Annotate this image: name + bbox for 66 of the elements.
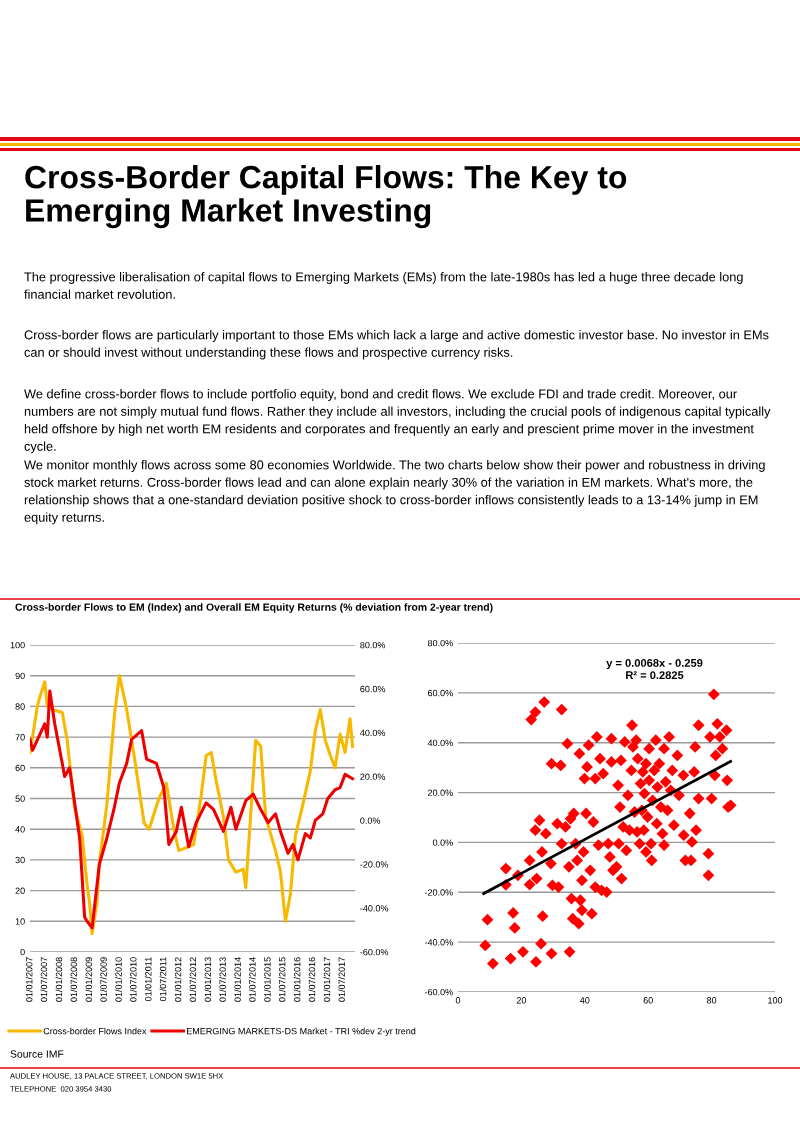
x-tick-label: 80 <box>706 997 717 1004</box>
annotation: R² = 0.2825 <box>626 671 684 680</box>
y-tick-label: -20.0% <box>424 889 453 896</box>
y-tick-label: -60.0% <box>424 988 453 996</box>
x-tick-label: 01/07/2008 <box>70 957 78 1002</box>
x-tick-label: 01/07/2010 <box>129 957 137 1002</box>
x-tick-label: 0 <box>455 997 461 1004</box>
y2-tick-label: 40.0% <box>360 729 386 737</box>
y-tick-label: 0.0% <box>432 839 453 846</box>
y-tick-label: 80.0% <box>427 639 453 647</box>
x-tick-label: 01/01/2007 <box>25 957 33 1002</box>
y-tick-label: 70 <box>15 734 25 741</box>
x-tick-label: 01/01/2009 <box>85 957 93 1002</box>
y-tick-label: 60 <box>15 764 25 772</box>
annotation: y = 0.0068x - 0.259 <box>606 659 703 670</box>
x-tick-label: 01/01/2017 <box>323 957 331 1002</box>
source-note: Source IMF <box>10 1050 64 1058</box>
y-tick-label: 0 <box>20 948 25 956</box>
y-tick-label: 10 <box>15 918 25 925</box>
x-tick-label: 20 <box>516 997 527 1004</box>
y-tick-label: 60.0% <box>428 689 453 697</box>
y-tick-label: 30 <box>15 856 25 864</box>
chart-title: Cross-border Flows to EM (Index) and Overall EM Equity Returns (% deviation from 2-year trend) <box>15 603 493 613</box>
x-tick-label: 01/07/2013 <box>219 957 226 1002</box>
x-tick-label: 01/07/2009 <box>100 957 107 1002</box>
text: Cross-border flows are particularly important to those EMs which lack a large and active domestic investor base. No investor in EMs can or should invest without understanding these flows and prospective currency risks. <box>24 330 769 360</box>
x-tick-label: 01/07/2007 <box>40 957 48 1002</box>
x-tick-label: 01/01/2016 <box>293 957 301 1002</box>
y-tick-label: 20 <box>15 887 25 894</box>
y2-tick-label: 80.0% <box>360 641 386 649</box>
x-tick-label: 01/07/2015 <box>278 957 286 1002</box>
x-tick-label: 01/01/2011 <box>144 957 152 1002</box>
text: We monitor monthly flows across some 80 economies Worldwide. The two charts below show their power and robustness in driving stock market returns. Cross-border flows lead and can alone explain nearly 30% of the variation in EM markets. What's more, the relationship shows that a one-standard deviation positive shock to cross-border inflows consistently leads to a 13-14% jump in EM equity returns. <box>24 460 765 525</box>
x-tick-label: 01/07/2012 <box>189 957 197 1002</box>
y2-tick-label: 0.0% <box>360 817 381 824</box>
y2-tick-label: -40.0% <box>360 905 389 912</box>
x-tick-label: 100 <box>768 997 783 1004</box>
text: The progressive liberalisation of capital flows to Emerging Markets (EMs) from the late-1980s has led a huge three decade long financial market revolution. <box>24 272 743 299</box>
text: Cross-Border Capital Flows: The Key to Emerging Market Investing <box>25 165 627 229</box>
x-tick-label: 01/01/2015 <box>263 957 271 1002</box>
y2-tick-label: -20.0% <box>360 861 389 868</box>
x-tick-label: 01/07/2017 <box>338 957 345 1002</box>
x-tick-label: 01/01/2012 <box>174 957 182 1002</box>
x-tick-label: 01/07/2011 <box>159 957 167 1002</box>
x-tick-label: 01/01/2008 <box>55 957 63 1002</box>
y2-tick-label: 60.0% <box>360 685 386 693</box>
y2-tick-label: -60.0% <box>360 948 389 956</box>
y-tick-label: 90 <box>15 672 25 680</box>
x-tick-label: 01/01/2013 <box>204 957 212 1002</box>
x-tick-label: 01/01/2014 <box>234 957 241 1002</box>
y2-tick-label: 20.0% <box>360 773 386 780</box>
text: We define cross-border flows to include portfolio equity, bond and credit flows. We exclude FDI and trade credit. Moreover, our numbers are not simply mutual fund flows. Rather they include all investors, including the crucial pools of indigenous capital typically held offshore by high net worth EM residents and corporates and frequently an early and prescient prime mover in the investment cycle. <box>24 389 771 454</box>
x-tick-label: 40 <box>579 997 590 1004</box>
x-tick-label: 01/07/2016 <box>308 957 316 1002</box>
x-tick-label: 01/01/2010 <box>115 957 122 1002</box>
x-tick-label: 60 <box>643 997 653 1004</box>
x-tick-label: 01/07/2014 <box>248 957 256 1002</box>
y-tick-label: 80 <box>15 703 25 710</box>
y-tick-label: 100 <box>10 641 25 649</box>
y-tick-label: 40.0% <box>427 739 453 747</box>
y-tick-label: 40 <box>15 826 25 833</box>
y-tick-label: 20.0% <box>428 789 453 796</box>
y-tick-label: 50 <box>15 795 25 802</box>
legend-label: Cross-border Flows Index <box>43 1027 147 1035</box>
legend-label: EMERGING MARKETS-DS Market - TRI %dev 2-yr trend <box>186 1027 416 1037</box>
y-tick-label: -40.0% <box>424 939 453 946</box>
